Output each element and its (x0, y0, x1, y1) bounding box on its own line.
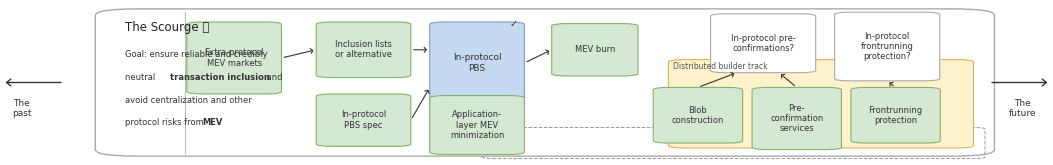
Text: Blob
construction: Blob construction (672, 106, 724, 125)
Text: The Scourge 🧑: The Scourge 🧑 (125, 21, 210, 34)
FancyBboxPatch shape (96, 9, 994, 156)
Text: Frontrunning
protection: Frontrunning protection (869, 106, 922, 125)
FancyBboxPatch shape (835, 12, 939, 81)
Text: protocol risks from: protocol risks from (125, 118, 206, 128)
Text: In-protocol pre-
confirmations?: In-protocol pre- confirmations? (731, 33, 796, 53)
FancyBboxPatch shape (552, 24, 638, 76)
Text: MEV: MEV (202, 118, 223, 128)
FancyBboxPatch shape (653, 87, 742, 143)
Text: Application-
layer MEV
minimization: Application- layer MEV minimization (450, 110, 504, 140)
Text: In-protocol
PBS: In-protocol PBS (453, 53, 501, 73)
Text: In-protocol
PBS spec: In-protocol PBS spec (341, 110, 386, 130)
Text: Extra-protocol
MEV markets: Extra-protocol MEV markets (204, 48, 264, 68)
Text: The
past: The past (12, 99, 32, 118)
Text: The
future: The future (1009, 99, 1036, 118)
Text: In-protocol
frontrunning
protection?: In-protocol frontrunning protection? (860, 32, 914, 61)
Text: and: and (263, 73, 282, 82)
FancyBboxPatch shape (430, 22, 524, 104)
Text: Goal: ensure reliable and credibly: Goal: ensure reliable and credibly (125, 50, 267, 59)
FancyBboxPatch shape (430, 96, 524, 154)
Text: Distributed builder track: Distributed builder track (673, 62, 768, 71)
FancyBboxPatch shape (669, 60, 973, 148)
Text: transaction inclusion: transaction inclusion (170, 73, 270, 82)
FancyBboxPatch shape (851, 87, 940, 143)
Text: MEV burn: MEV burn (575, 45, 615, 54)
Text: ✓: ✓ (510, 19, 518, 29)
FancyBboxPatch shape (711, 14, 816, 73)
FancyBboxPatch shape (186, 22, 281, 94)
Text: neutral: neutral (125, 73, 158, 82)
Text: Inclusion lists
or alternative: Inclusion lists or alternative (335, 40, 392, 59)
Text: Pre-
confirmation
services: Pre- confirmation services (770, 104, 823, 133)
FancyBboxPatch shape (752, 87, 841, 150)
FancyBboxPatch shape (316, 22, 411, 78)
FancyBboxPatch shape (316, 94, 411, 146)
Text: avoid centralization and other: avoid centralization and other (125, 96, 252, 105)
